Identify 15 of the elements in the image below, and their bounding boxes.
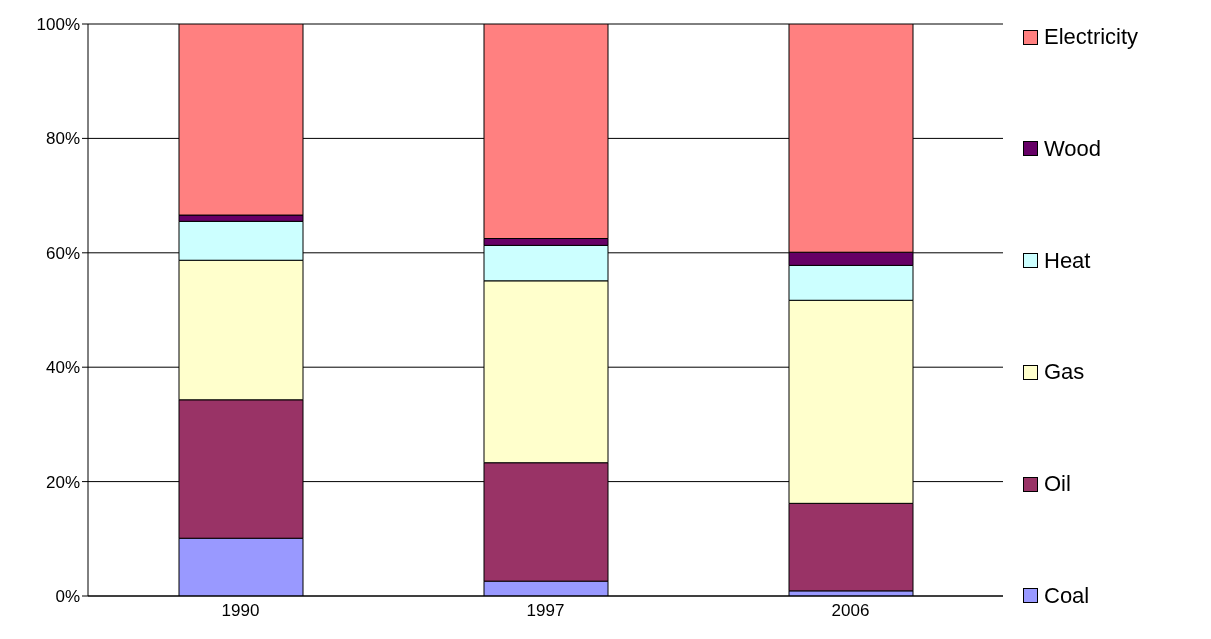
legend-label: Electricity [1044,24,1139,50]
y-tick-label: 40% [45,358,80,378]
legend-label: Wood [1044,135,1102,162]
y-tick-label: 80% [45,129,80,149]
legend-label: Oil [1044,471,1071,498]
y-tick-label: 20% [45,472,80,492]
x-tick-label: 2006 [831,601,870,621]
legend-label: Coal [1044,582,1090,609]
y-tick-label: 60% [45,243,80,263]
legend-label: Heat [1044,247,1091,274]
y-tick-label: 100% [36,15,80,35]
x-tick-label: 1997 [526,601,565,621]
y-tick-label: 0% [55,587,80,607]
x-tick-label: 1990 [221,601,260,621]
legend-label: Gas [1044,359,1085,386]
